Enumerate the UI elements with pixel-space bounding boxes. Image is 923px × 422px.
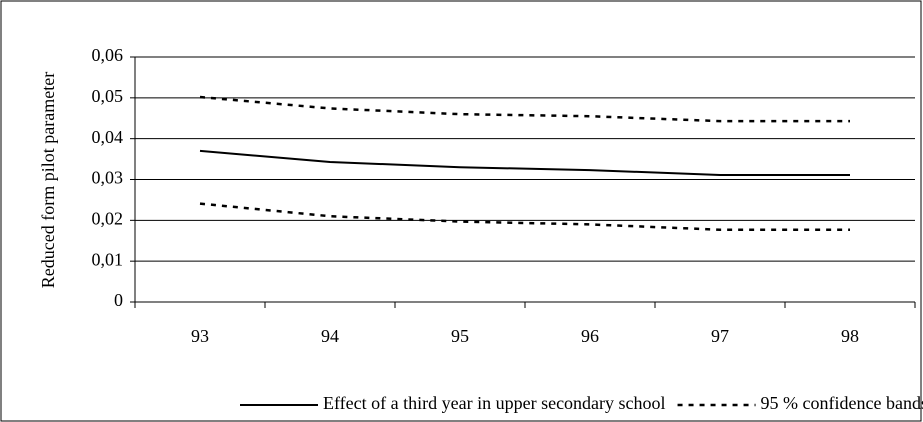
legend-label: Effect of a third year in upper secondar…: [323, 393, 666, 413]
y-axis-label: Reduced form pilot parameter: [38, 72, 58, 288]
y-tick-label: 0: [114, 290, 123, 310]
x-tick-label: 93: [191, 326, 209, 346]
y-tick-label: 0,04: [92, 127, 124, 147]
x-tick-label: 95: [451, 326, 469, 346]
x-tick-label: 97: [711, 326, 729, 346]
x-tick-label: 98: [841, 326, 859, 346]
x-tick-label: 94: [321, 326, 339, 346]
y-tick-label: 0,01: [92, 249, 124, 269]
x-tick-label: 96: [581, 326, 599, 346]
data-line: [199, 149, 850, 177]
legend-label: 95 % confidence bands: [761, 393, 923, 413]
y-tick-label: 0,05: [92, 86, 124, 106]
y-tick-label: 0,03: [92, 168, 124, 188]
data-line: [199, 202, 850, 231]
y-tick-label: 0,06: [92, 45, 124, 65]
data-line: [199, 95, 850, 123]
y-tick-label: 0,02: [92, 208, 124, 228]
